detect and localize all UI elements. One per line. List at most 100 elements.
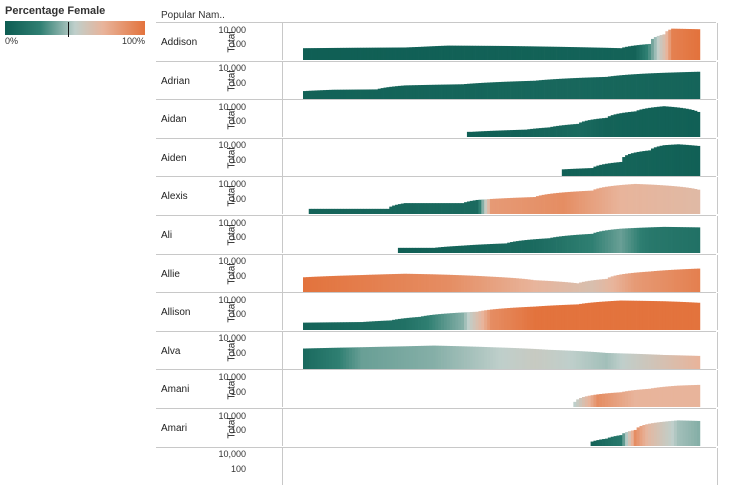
bar-year[interactable] — [392, 86, 396, 99]
bar-year[interactable] — [636, 73, 640, 99]
bar-year[interactable] — [360, 89, 364, 99]
bar-year[interactable] — [510, 242, 514, 253]
bar-year[interactable] — [691, 420, 695, 446]
bar-year[interactable] — [558, 281, 563, 292]
bar-year[interactable] — [317, 209, 321, 215]
bar-year[interactable] — [374, 346, 379, 369]
bar-year[interactable] — [679, 187, 683, 215]
bar-year[interactable] — [354, 274, 358, 292]
bar-year[interactable] — [587, 233, 591, 253]
bar-year[interactable] — [630, 390, 635, 408]
bar-year[interactable] — [481, 199, 485, 215]
bar-year[interactable] — [556, 193, 560, 215]
bar-year[interactable] — [613, 114, 617, 138]
bar-year[interactable] — [576, 124, 580, 138]
bar-year[interactable] — [590, 190, 594, 215]
bar-year[interactable] — [443, 274, 448, 292]
bar-year[interactable] — [524, 46, 528, 60]
bar-year[interactable] — [455, 274, 459, 292]
bar-year[interactable] — [340, 322, 344, 331]
bar-year[interactable] — [383, 47, 387, 60]
bar-year[interactable] — [573, 350, 577, 369]
bar-year[interactable] — [676, 355, 681, 369]
bar-year[interactable] — [349, 47, 353, 60]
bar-year[interactable] — [570, 304, 574, 331]
bar-year[interactable] — [435, 84, 439, 99]
bar-year[interactable] — [659, 226, 663, 253]
bar-year[interactable] — [501, 276, 505, 292]
bar-year[interactable] — [314, 90, 318, 99]
bar-year[interactable] — [535, 128, 540, 138]
bar-year[interactable] — [449, 274, 453, 292]
bar-year[interactable] — [691, 355, 695, 369]
bar-year[interactable] — [688, 109, 692, 138]
bar-year[interactable] — [645, 424, 649, 446]
bar-year[interactable] — [372, 321, 376, 331]
bar-year[interactable] — [694, 268, 698, 292]
bar-year[interactable] — [478, 346, 482, 369]
bar-year[interactable] — [406, 273, 410, 292]
bar-year[interactable] — [386, 86, 390, 99]
bar-year[interactable] — [668, 144, 672, 176]
bar-year[interactable] — [627, 353, 632, 369]
bar-year[interactable] — [406, 203, 410, 215]
bar-year[interactable] — [656, 422, 660, 446]
bar-year[interactable] — [622, 228, 626, 253]
bar-year[interactable] — [501, 198, 505, 215]
bar-year[interactable] — [610, 275, 614, 292]
bar-year[interactable] — [406, 318, 410, 331]
bar-year[interactable] — [527, 197, 531, 215]
bar-year[interactable] — [438, 274, 442, 292]
bar-year[interactable] — [360, 347, 364, 369]
bar-year[interactable] — [512, 307, 517, 331]
bar-year[interactable] — [564, 192, 568, 215]
bar-year[interactable] — [429, 273, 433, 292]
bar-year[interactable] — [527, 307, 531, 331]
bar-year[interactable] — [380, 321, 384, 331]
bar-year[interactable] — [383, 87, 387, 99]
bar-year[interactable] — [303, 90, 307, 99]
bar-year[interactable] — [561, 78, 566, 99]
bar-year[interactable] — [584, 77, 589, 99]
bar-year[interactable] — [648, 184, 652, 215]
bar-year[interactable] — [308, 348, 312, 369]
bar-year[interactable] — [351, 274, 356, 292]
bar-year[interactable] — [510, 308, 514, 331]
bar-year[interactable] — [489, 199, 494, 215]
bar-year[interactable] — [544, 238, 548, 253]
bar-year[interactable] — [653, 37, 658, 60]
bar-year[interactable] — [653, 72, 658, 99]
bar-year[interactable] — [622, 300, 626, 331]
bar-year[interactable] — [515, 198, 520, 215]
bar-year[interactable] — [346, 209, 350, 215]
bar-year[interactable] — [659, 387, 663, 408]
bar-year[interactable] — [343, 347, 347, 369]
bar-year[interactable] — [627, 153, 632, 176]
bar-year[interactable] — [567, 350, 571, 369]
bar-year[interactable] — [397, 273, 402, 292]
bar-year[interactable] — [415, 47, 419, 60]
bar-year[interactable] — [372, 47, 376, 60]
bar-year[interactable] — [489, 347, 494, 369]
bar-year[interactable] — [484, 244, 488, 253]
bar-year[interactable] — [331, 89, 335, 99]
bar-year[interactable] — [593, 189, 597, 215]
bar-year[interactable] — [671, 72, 675, 99]
bar-year[interactable] — [607, 47, 612, 60]
bar-year[interactable] — [633, 152, 637, 176]
bar-year[interactable] — [323, 209, 327, 215]
bar-year[interactable] — [639, 109, 643, 138]
bar-year[interactable] — [558, 125, 563, 138]
bar-year[interactable] — [645, 389, 649, 408]
bar-year[interactable] — [604, 278, 609, 292]
bar-year[interactable] — [567, 282, 571, 292]
bar-year[interactable] — [498, 243, 502, 253]
bar-year[interactable] — [610, 75, 614, 99]
bar-year[interactable] — [441, 345, 445, 369]
bar-year[interactable] — [452, 84, 456, 99]
bar-year[interactable] — [461, 274, 465, 292]
bar-year[interactable] — [495, 81, 499, 99]
bar-year[interactable] — [573, 191, 577, 215]
bar-year[interactable] — [599, 301, 603, 331]
bar-year[interactable] — [553, 126, 557, 138]
